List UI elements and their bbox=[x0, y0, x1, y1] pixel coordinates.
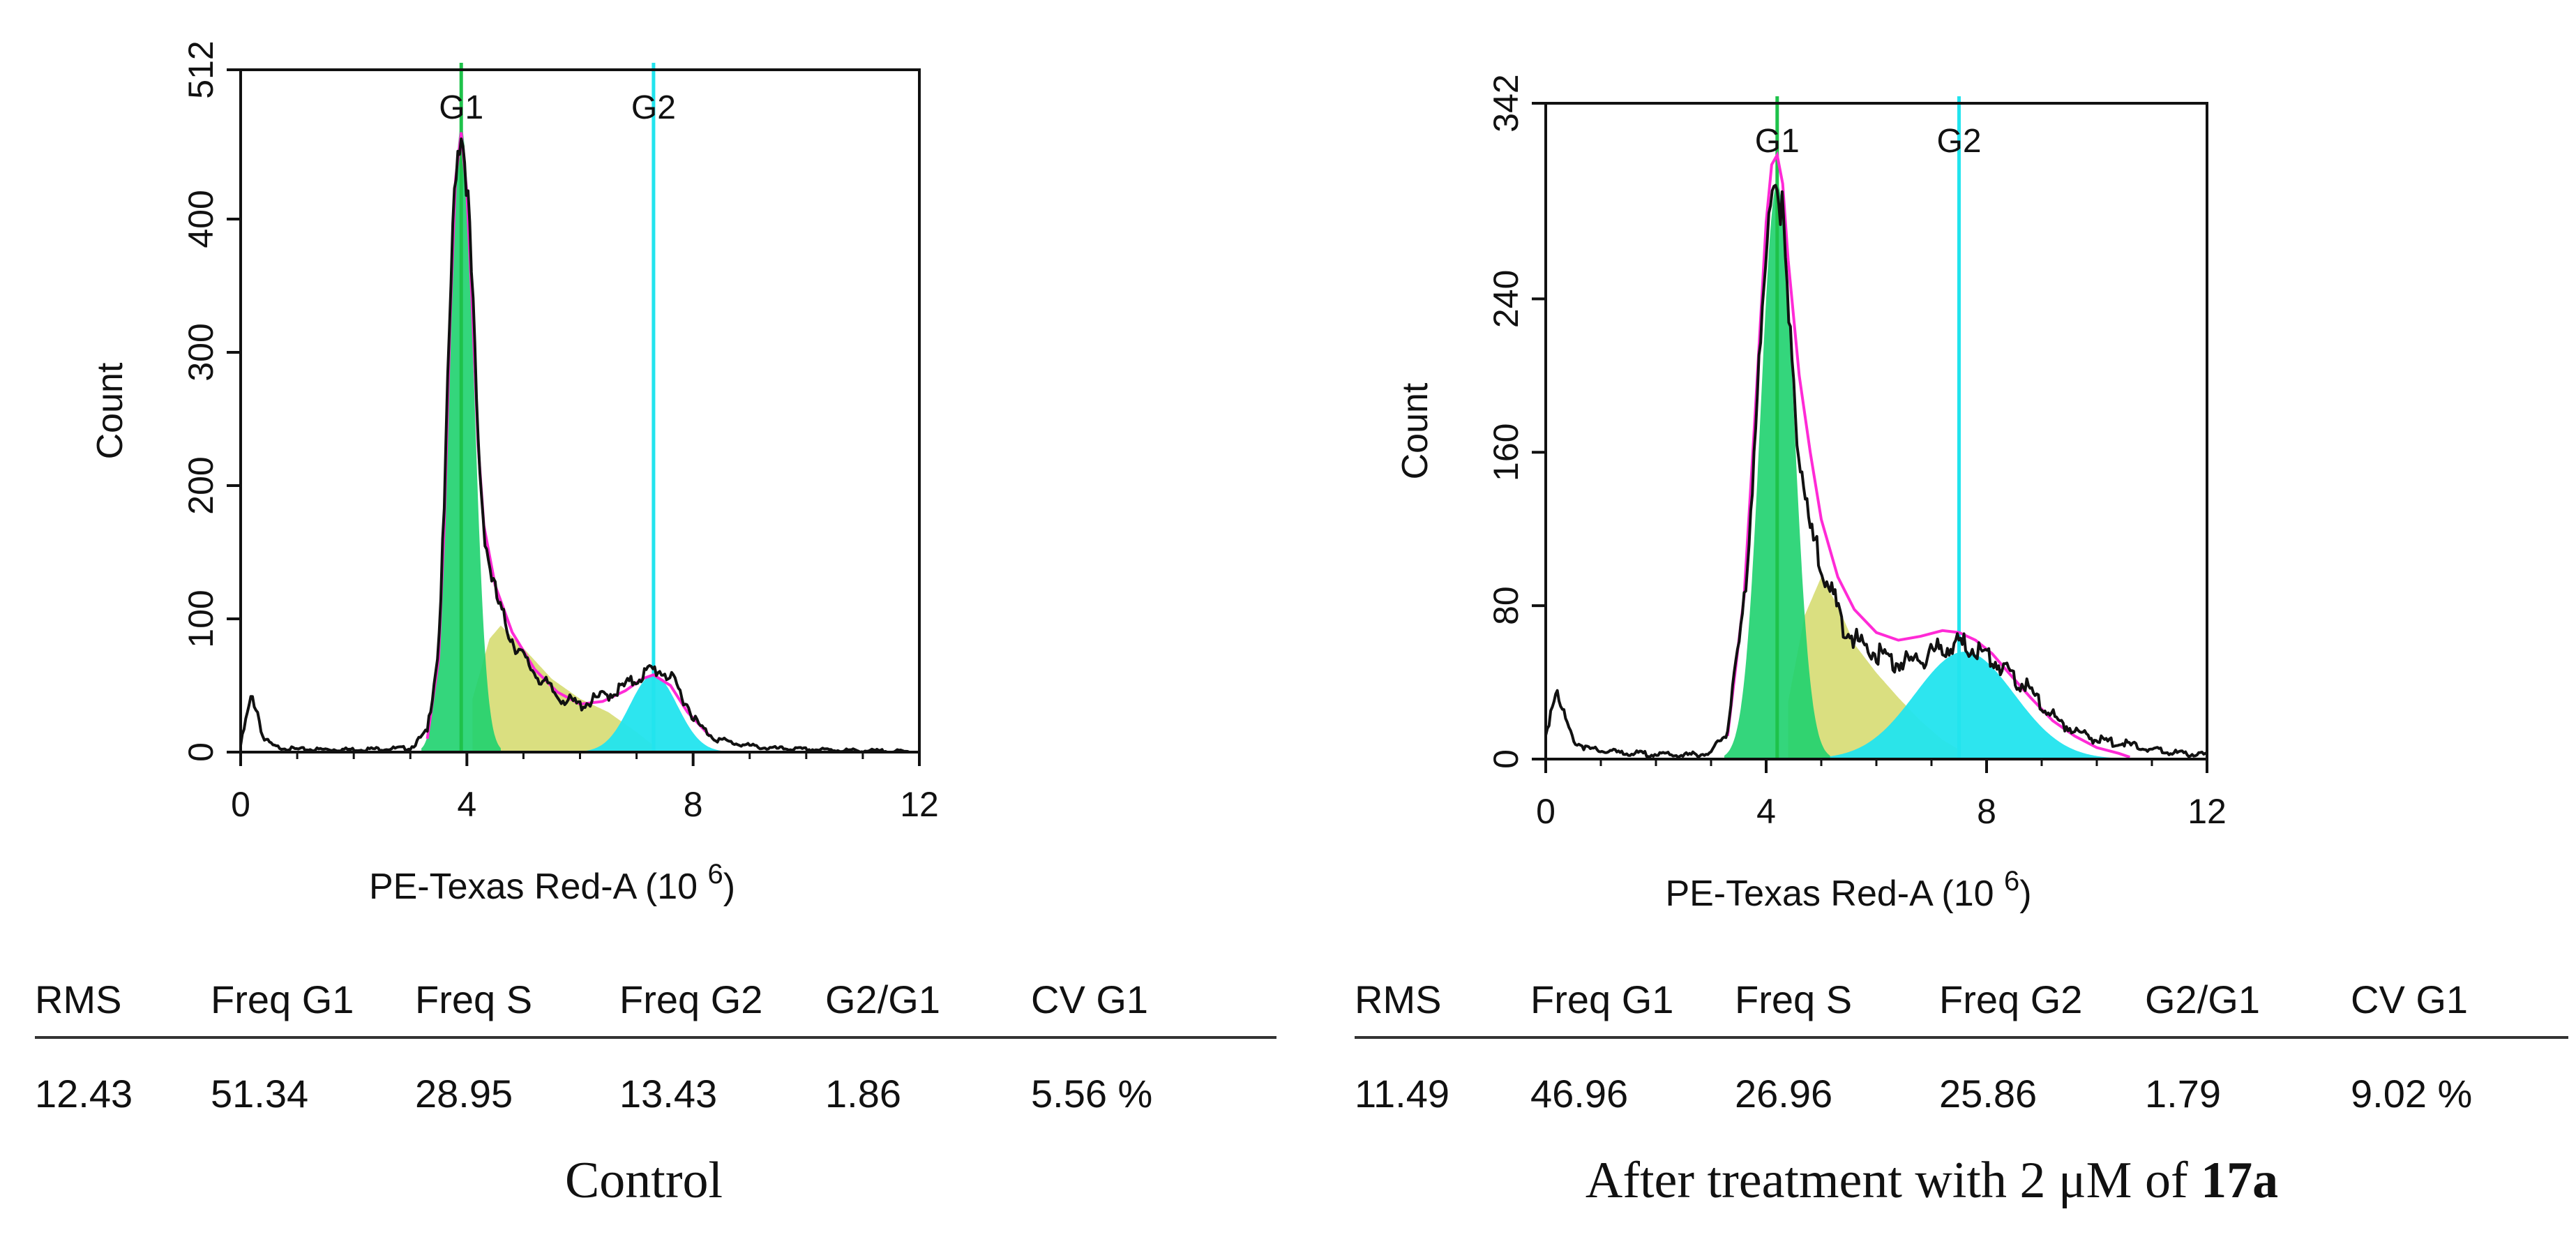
stats-value: 13.43 bbox=[619, 1072, 718, 1116]
treatment-caption: After treatment with 2 μM of 17a bbox=[1585, 1152, 2279, 1209]
y-tick-label: 400 bbox=[181, 190, 220, 248]
stats-header-g2-g1: G2/G1 bbox=[2145, 977, 2260, 1021]
treatment-panel: G1 G2 0 4 8 12 0 80 160 240 342 Count PE-Texas Red-A… bbox=[1288, 0, 2576, 1237]
stats-header-freq-g1: Freq G1 bbox=[1530, 977, 1674, 1021]
stats-value: 12.43 bbox=[35, 1072, 133, 1116]
stats-header-cv-g1: CV G1 bbox=[1031, 977, 1149, 1021]
stats-header-freq-s: Freq S bbox=[415, 977, 533, 1021]
stats-value: 51.34 bbox=[211, 1072, 309, 1116]
measured-histogram-line bbox=[239, 137, 919, 754]
x-tick-label: 4 bbox=[457, 785, 476, 824]
stats-header-rms: RMS bbox=[35, 977, 122, 1021]
y-tick-label: 300 bbox=[181, 323, 220, 381]
control-histogram-chart: G1 G2 0 4 8 12 0 100 200 300 400 512 Count PE-Texas R… bbox=[90, 40, 939, 907]
stats-divider bbox=[1355, 1036, 2568, 1039]
y-tick-label: 160 bbox=[1486, 423, 1526, 481]
stats-header-g2-g1: G2/G1 bbox=[825, 977, 940, 1021]
y-tick-label: 512 bbox=[181, 40, 220, 98]
stats-value: 9.02 % bbox=[2351, 1072, 2473, 1116]
s-phase-fill bbox=[472, 625, 654, 752]
stats-value: 5.56 % bbox=[1031, 1072, 1153, 1116]
stats-header-freq-g1: Freq G1 bbox=[211, 977, 354, 1021]
x-tick-label: 4 bbox=[1756, 792, 1776, 831]
g2-fill bbox=[1805, 652, 2123, 759]
stats-value: 25.86 bbox=[1939, 1072, 2038, 1116]
measured-histogram-line bbox=[1544, 183, 2208, 759]
stats-value: 1.86 bbox=[825, 1072, 901, 1116]
y-tick-label: 240 bbox=[1486, 270, 1526, 328]
x-tick-label: 12 bbox=[900, 785, 939, 824]
stats-value: 1.79 bbox=[2145, 1072, 2221, 1116]
stats-value: 46.96 bbox=[1530, 1072, 1629, 1116]
control-caption: Control bbox=[564, 1152, 723, 1209]
stats-value: 11.49 bbox=[1355, 1072, 1449, 1116]
gate-label-g2: G2 bbox=[1936, 123, 1981, 160]
x-axis-label: PE-Texas Red-A (10 6) bbox=[369, 859, 735, 907]
x-tick-label: 8 bbox=[684, 785, 703, 824]
plot-frame bbox=[239, 68, 921, 754]
y-tick-label: 80 bbox=[1486, 586, 1526, 625]
stats-value: 28.95 bbox=[415, 1072, 513, 1116]
y-tick-label: 200 bbox=[181, 456, 220, 514]
x-tick-label: 12 bbox=[2187, 792, 2227, 831]
stats-header-rms: RMS bbox=[1355, 977, 1442, 1021]
x-tick-label: 8 bbox=[1977, 792, 1996, 831]
y-tick-label: 0 bbox=[1486, 749, 1526, 769]
y-tick-label: 342 bbox=[1486, 74, 1526, 132]
stats-value: 26.96 bbox=[1735, 1072, 1833, 1116]
stats-divider bbox=[35, 1036, 1276, 1039]
y-axis-label: Count bbox=[1395, 382, 1436, 479]
control-panel: G1 G2 0 4 8 12 0 100 200 300 400 512 Count PE-Texas R… bbox=[35, 40, 1276, 1209]
x-axis-label: PE-Texas Red-A (10 6) bbox=[1665, 866, 2031, 914]
gate-label-g1: G1 bbox=[439, 89, 483, 126]
stats-header-freq-g2: Freq G2 bbox=[1939, 977, 2083, 1021]
y-tick-label: 100 bbox=[181, 590, 220, 647]
y-tick-label: 0 bbox=[181, 742, 220, 762]
stats-header-cv-g1: CV G1 bbox=[2351, 977, 2469, 1021]
s-phase-fill bbox=[1788, 576, 1959, 759]
stats-header-freq-s: Freq S bbox=[1735, 977, 1853, 1021]
x-tick-label: 0 bbox=[1536, 792, 1556, 831]
y-axis-label: Count bbox=[90, 362, 130, 459]
gate-label-g2: G2 bbox=[631, 89, 676, 126]
stats-header-freq-g2: Freq G2 bbox=[619, 977, 763, 1021]
x-tick-label: 0 bbox=[231, 785, 250, 824]
